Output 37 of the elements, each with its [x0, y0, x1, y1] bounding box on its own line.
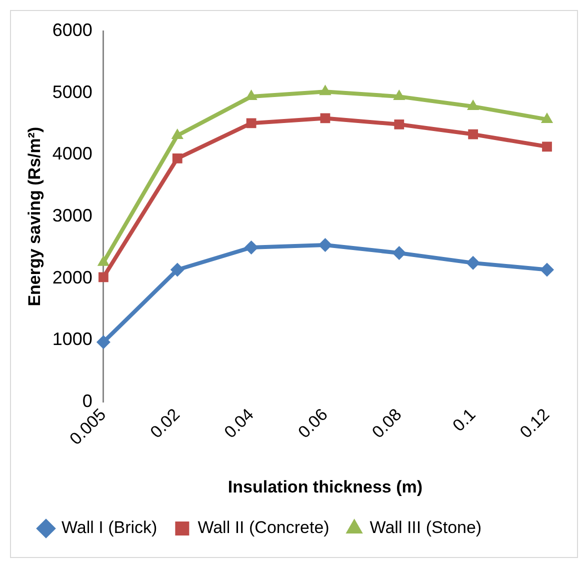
point: [318, 238, 332, 252]
point: [172, 153, 182, 164]
point: [96, 335, 110, 350]
x-tick-label: 0.06: [294, 405, 332, 442]
y-tick-label: 0: [82, 391, 92, 412]
point: [466, 256, 480, 270]
legend-label: Wall I (Brick): [62, 518, 158, 538]
x-tick-label: 0.08: [368, 405, 406, 442]
point: [468, 129, 478, 140]
point: [467, 99, 480, 110]
y-tick-label: 4000: [52, 144, 92, 164]
y-axis-title: Energy saving (Rs/m²): [24, 126, 44, 306]
x-tick-label: 0.02: [146, 405, 184, 442]
point: [98, 272, 108, 282]
point: [319, 84, 332, 96]
point: [244, 240, 258, 254]
point: [540, 262, 554, 277]
x-tick-label: 0.04: [220, 405, 258, 442]
y-tick-label: 6000: [52, 20, 92, 40]
y-tick-label: 1000: [52, 329, 92, 350]
legend-label: Wall II (Concrete): [198, 518, 330, 538]
x-axis-title: Insulation thickness (m): [228, 477, 423, 496]
x-tick-label: 0.1: [449, 405, 480, 436]
y-tick-label: 2000: [52, 267, 92, 288]
point: [540, 112, 554, 123]
point: [392, 246, 406, 260]
y-tick-label: 5000: [52, 82, 92, 102]
point: [171, 128, 184, 140]
point: [394, 119, 404, 130]
point: [246, 118, 256, 128]
x-tick-label: 0.12: [516, 405, 554, 442]
y-tick-label: 3000: [52, 206, 92, 226]
point: [393, 90, 406, 100]
point: [542, 142, 552, 152]
point: [170, 262, 184, 277]
point: [320, 113, 330, 124]
legend-label: Wall III (Stone): [370, 518, 482, 538]
